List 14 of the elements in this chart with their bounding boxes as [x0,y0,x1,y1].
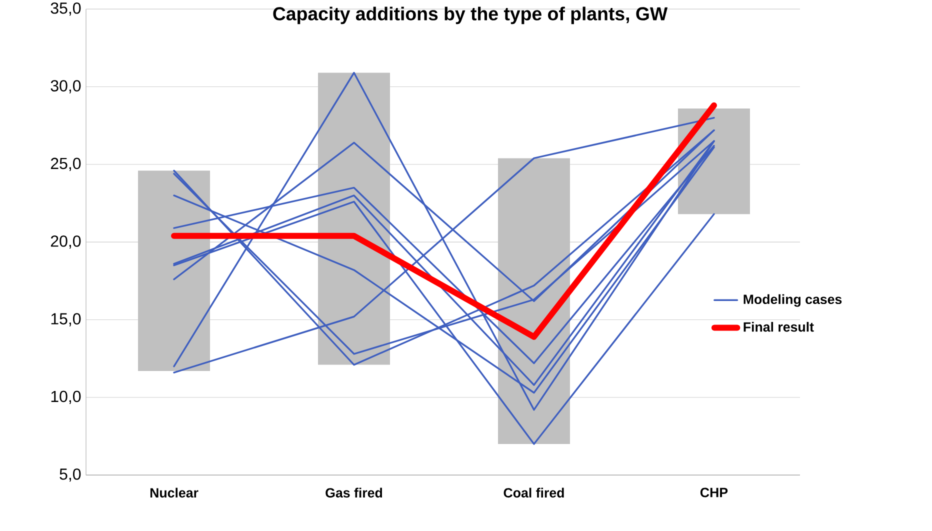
legend-label: Final result [744,322,814,332]
y-tick-label: 10,0 [51,390,81,404]
y-tick-label: 15,0 [51,313,81,326]
x-tick-label: Coal fired [504,488,564,498]
x-tick-label: Gas fired [326,488,382,498]
y-tick-label: 35,0 [50,2,81,16]
y-tick-label: 20,0 [50,235,81,249]
y-tick-label: 30,0 [50,80,81,94]
x-tick-label: CHP [700,488,728,498]
chart-title: Capacity additions by the type of plants, GW [273,6,668,24]
y-tick-label: 25,0 [50,158,81,172]
legend-label: Modeling cases [744,294,842,307]
y-tick-label: 5,0 [60,468,81,482]
x-tick-label: Nuclear [150,488,198,498]
